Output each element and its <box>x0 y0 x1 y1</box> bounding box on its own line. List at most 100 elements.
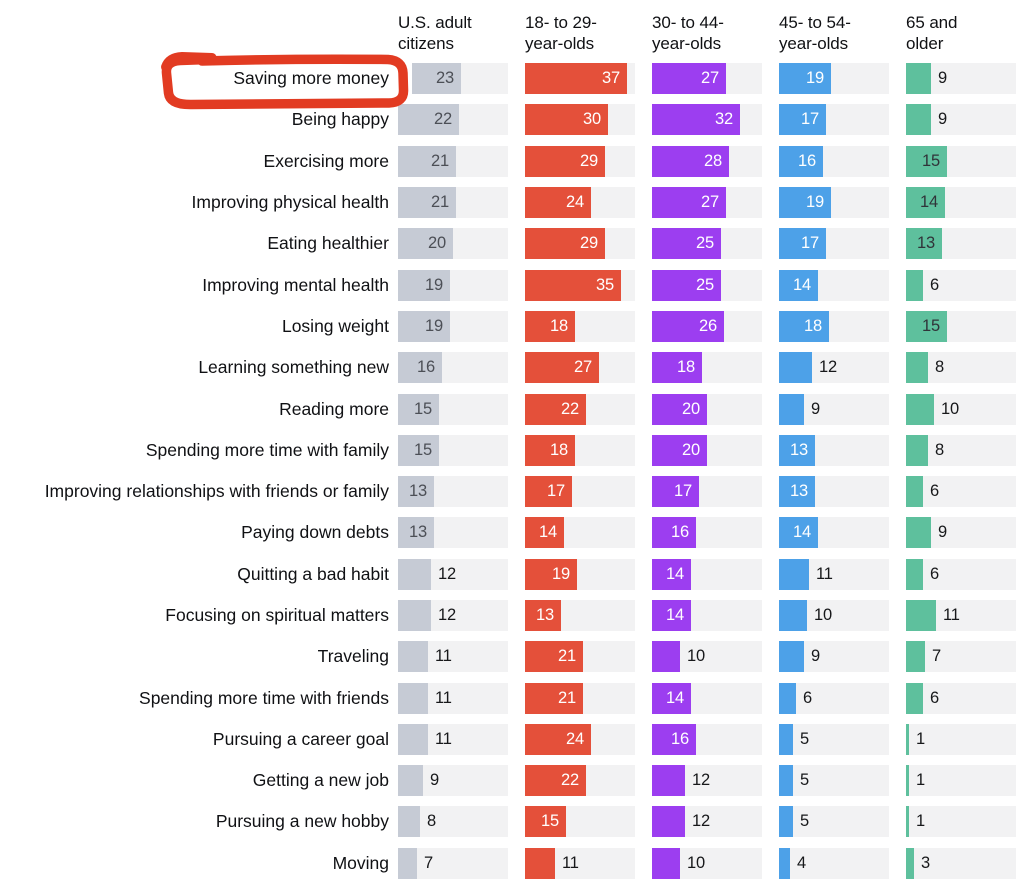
bar-65-and-older <box>906 517 931 549</box>
bar-18-to-29-year-olds <box>525 104 608 136</box>
bar-45-to-54-year-olds <box>779 641 804 673</box>
bar-track <box>906 847 1016 879</box>
column-header-line: 45- to 54- <box>779 13 851 32</box>
bar-track <box>906 765 1016 797</box>
value-label: 1 <box>916 729 925 748</box>
bar-cell-30-to-44-year-olds: 10 <box>652 641 779 673</box>
bar-65-and-older <box>906 104 931 136</box>
category-label-text: Pursuing a new hobby <box>215 811 389 832</box>
value-label: 18 <box>804 316 822 335</box>
bar-cell-65-and-older: 3 <box>906 847 1024 879</box>
bar-45-to-54-year-olds <box>779 476 815 508</box>
bar-cell-65-and-older: 6 <box>906 476 1024 508</box>
value-label: 22 <box>434 110 452 129</box>
bar-cell-45-to-54-year-olds: 16 <box>779 145 906 177</box>
value-label: 20 <box>682 399 700 418</box>
bar-18-to-29-year-olds <box>525 806 566 838</box>
bar-cell-u-s-adult-citizens: 13 <box>398 517 525 549</box>
column-header-line: 65 and <box>906 13 958 32</box>
bar-65-and-older <box>906 682 923 714</box>
value-label: 21 <box>558 647 576 666</box>
chart-row: Pursuing a new hobby 8 15 12 5 1 <box>0 801 1024 842</box>
bar-track <box>906 269 1016 301</box>
bar-45-to-54-year-olds <box>779 806 793 838</box>
bar-18-to-29-year-olds <box>525 517 564 549</box>
category-label: Focusing on spiritual matters <box>0 606 398 625</box>
bar-track <box>906 682 1016 714</box>
value-label: 3 <box>921 853 930 872</box>
bar-18-to-29-year-olds <box>525 63 627 95</box>
value-label: 30 <box>583 110 601 129</box>
bar-u-s-adult-citizens <box>398 641 428 673</box>
chart-row: Improving physical health 21 24 27 19 14 <box>0 182 1024 223</box>
bar-18-to-29-year-olds <box>525 269 621 301</box>
column-header-line: year-olds <box>779 33 849 53</box>
bar-65-and-older <box>906 228 942 260</box>
value-label: 6 <box>930 688 939 707</box>
bar-18-to-29-year-olds <box>525 476 572 508</box>
bar-cell-18-to-29-year-olds: 15 <box>525 806 652 838</box>
bar-cell-45-to-54-year-olds: 17 <box>779 228 906 260</box>
value-label: 13 <box>536 606 554 624</box>
category-label-text: Moving <box>332 852 389 873</box>
bar-cell-45-to-54-year-olds: 6 <box>779 682 906 714</box>
bar-45-to-54-year-olds <box>779 558 809 590</box>
bar-65-and-older <box>906 558 923 590</box>
bar-30-to-44-year-olds <box>652 517 696 549</box>
bar-u-s-adult-citizens <box>398 847 417 879</box>
bar-cell-45-to-54-year-olds: 9 <box>779 393 906 425</box>
bar-cell-30-to-44-year-olds: 12 <box>652 806 779 838</box>
value-label: 14 <box>920 193 938 212</box>
value-label: 13 <box>790 440 808 459</box>
bar-18-to-29-year-olds <box>525 682 583 714</box>
category-label: Paying down debts <box>0 523 398 542</box>
value-label: 32 <box>715 110 733 129</box>
bar-18-to-29-year-olds <box>525 352 599 384</box>
value-label: 15 <box>922 151 940 170</box>
chart-row: Focusing on spiritual matters 12 13 14 10 11 <box>0 595 1024 636</box>
bar-cell-30-to-44-year-olds: 18 <box>652 352 779 384</box>
bar-45-to-54-year-olds <box>779 352 812 384</box>
category-label: Learning something new <box>0 358 398 377</box>
value-label: 22 <box>561 771 579 790</box>
category-label-text: Paying down debts <box>241 522 389 543</box>
bar-45-to-54-year-olds <box>779 187 831 219</box>
value-label: 28 <box>704 151 722 170</box>
value-label: 13 <box>790 482 808 501</box>
value-label: 35 <box>596 275 614 294</box>
bar-cell-45-to-54-year-olds: 5 <box>779 723 906 755</box>
category-label: Eating healthier <box>0 234 398 253</box>
value-label: 17 <box>801 110 819 129</box>
bar-cell-u-s-adult-citizens: 7 <box>398 847 525 879</box>
value-label: 5 <box>800 729 809 748</box>
bar-65-and-older <box>906 765 909 797</box>
category-label-text: Getting a new job <box>252 770 389 791</box>
category-label-text: Reading more <box>279 398 389 419</box>
bar-65-and-older <box>906 187 945 219</box>
bar-45-to-54-year-olds <box>779 723 793 755</box>
bar-cell-30-to-44-year-olds: 16 <box>652 723 779 755</box>
chart-row: Spending more time with friends 11 21 14 6 6 <box>0 677 1024 718</box>
category-label: Spending more time with friends <box>0 688 398 708</box>
bar-cell-30-to-44-year-olds: 12 <box>652 765 779 797</box>
bar-cell-u-s-adult-citizens: 8 <box>398 806 525 838</box>
chart-row: Learning something new 16 27 18 12 8 <box>0 347 1024 388</box>
bar-cell-18-to-29-year-olds: 22 <box>525 393 652 425</box>
bar-65-and-older <box>906 600 936 631</box>
bar-cell-18-to-29-year-olds: 21 <box>525 682 652 714</box>
bar-30-to-44-year-olds <box>652 310 724 342</box>
value-label: 15 <box>414 399 432 418</box>
bar-30-to-44-year-olds <box>652 476 699 508</box>
bar-cell-18-to-29-year-olds: 11 <box>525 847 652 879</box>
bar-18-to-29-year-olds <box>525 847 555 879</box>
category-label: Spending more time with family <box>0 440 398 460</box>
value-label: 1 <box>916 771 925 790</box>
category-label-text: Being happy <box>291 109 389 130</box>
value-label: 18 <box>550 440 568 459</box>
bar-cell-u-s-adult-citizens: 19 <box>398 310 525 342</box>
value-label: 10 <box>941 399 959 418</box>
value-label: 11 <box>816 564 833 583</box>
value-label: 20 <box>682 440 700 459</box>
value-label: 14 <box>666 564 684 583</box>
value-label: 16 <box>671 523 689 542</box>
